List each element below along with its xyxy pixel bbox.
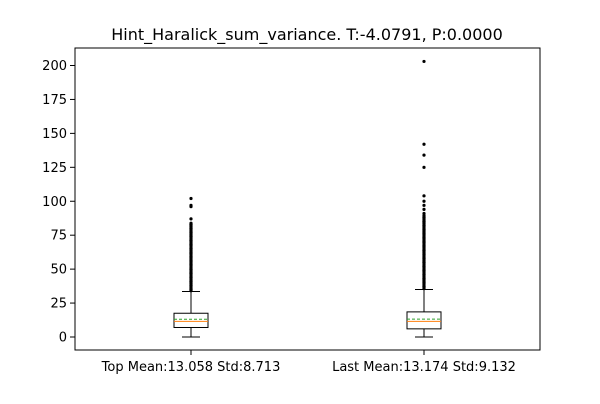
outlier-point [422,224,426,228]
y-tick-label: 150 [42,127,67,142]
y-axis: 0 25 50 75 100 125 150 175 200 [42,59,75,346]
box-iqr [406,311,442,330]
outlier-point [189,230,193,235]
outlier-point [422,153,426,157]
outlier-point [189,287,193,292]
box-series-group [173,59,442,338]
outlier-point [189,226,193,230]
chart-title: Hint_Haralick_sum_variance. T:-4.0791, P… [111,25,503,45]
outlier-point [422,215,426,220]
x-tick-label: Last Mean:13.174 Std:9.132 [332,360,516,375]
outlier-point [189,239,193,243]
y-tick-label: 75 [50,229,67,244]
outlier-point [422,203,426,207]
y-tick-label: 200 [42,59,67,74]
outlier-point [422,285,426,289]
outlier-point [422,244,426,248]
outlier-point [422,232,426,236]
outlier-point [189,283,193,288]
outlier-point [422,207,426,211]
box-plot-last [406,59,442,338]
outlier-point [422,211,426,216]
outlier-point [422,165,426,169]
box-iqr [173,312,209,328]
outlier-point [422,264,426,269]
outlier-point [189,271,193,275]
outlier-point [422,272,426,277]
outlier-point [422,256,426,260]
outlier-point [422,236,426,240]
outlier-point [422,142,426,146]
outlier-point [422,220,426,224]
outlier-point [422,248,426,252]
outlier-point [422,194,426,198]
y-tick-label: 175 [42,93,67,108]
outlier-point [189,255,193,259]
outlier-point [189,251,193,255]
outlier-point [422,199,426,203]
outlier-point [422,277,426,281]
outlier-point [189,275,193,279]
x-tick-label: Top Mean:13.058 Std:8.713 [101,360,281,375]
box-plot-top [173,196,209,338]
y-tick-label: 50 [50,263,67,278]
outlier-point [189,263,193,267]
outlier-point [189,203,193,207]
y-tick-label: 25 [50,297,67,312]
outlier-point [422,240,426,244]
y-tick-label: 100 [42,195,67,210]
outlier-point [189,217,193,221]
outlier-point [422,252,426,256]
outlier-points [189,196,193,293]
outlier-point [422,268,426,273]
outlier-points [422,59,426,291]
x-axis: Top Mean:13.058 Std:8.713 Last Mean:13.17… [101,350,516,375]
plot-area-frame [74,47,541,351]
outlier-point [189,247,193,251]
outlier-point [189,222,193,226]
outlier-point [422,59,426,64]
outlier-point [422,260,426,264]
outlier-point [189,259,193,263]
outlier-point [189,234,193,239]
outlier-point [189,196,193,201]
outlier-point [189,267,193,271]
outlier-point [189,279,193,283]
outlier-point [189,243,193,247]
y-tick-label: 125 [42,161,67,176]
outlier-point [422,228,426,232]
outlier-point [422,281,426,285]
y-tick-label: 0 [59,331,67,346]
